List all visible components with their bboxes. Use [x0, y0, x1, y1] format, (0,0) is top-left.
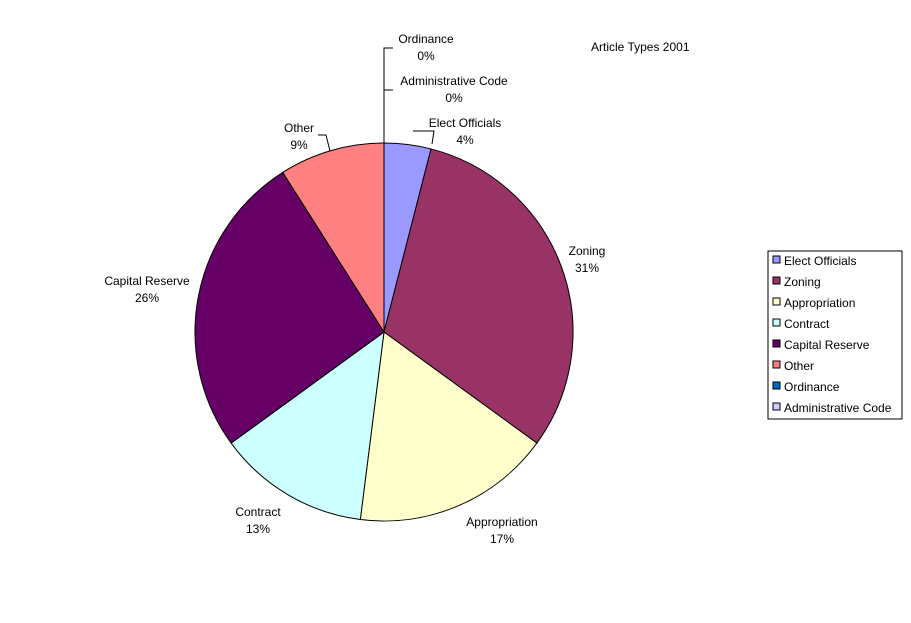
leader-line-administrative-code	[383, 89, 393, 143]
leader-lines	[318, 47, 435, 152]
data-label-name-ordinance: Ordinance	[398, 32, 454, 46]
legend-label-other: Other	[784, 359, 814, 373]
legend: Elect Officials Zoning Appropriation Contra…	[767, 250, 903, 420]
legend-label-ordinance: Ordinance	[784, 380, 840, 394]
data-label-name-capital-reserve: Capital Reserve	[104, 274, 190, 288]
leader-line-other	[318, 134, 331, 152]
data-labels: Elect Officials 4% Zoning 31% Appropriation 1…	[104, 32, 605, 546]
legend-label-zoning: Zoning	[784, 275, 821, 289]
legend-swatch-appropriation	[772, 297, 781, 306]
data-label-percent-ordinance: 0%	[417, 49, 435, 63]
data-label-percent-capital-reserve: 26%	[135, 291, 159, 305]
data-label-percent-administrative-code: 0%	[445, 91, 463, 105]
pie-slices	[194, 142, 574, 522]
data-label-percent-elect-officials: 4%	[456, 133, 474, 147]
leader-line-elect-officials	[413, 130, 435, 145]
slice-zoning	[383, 148, 574, 444]
legend-swatch-other	[772, 360, 781, 369]
data-label-name-contract: Contract	[235, 505, 281, 519]
data-label-name-other: Other	[284, 121, 314, 135]
data-label-name-appropriation: Appropriation	[466, 515, 537, 529]
legend-swatch-ordinance	[772, 381, 781, 390]
data-label-name-elect-officials: Elect Officials	[429, 116, 501, 130]
legend-label-elect-officials: Elect Officials	[784, 254, 856, 268]
data-label-name-administrative-code: Administrative Code	[400, 74, 508, 88]
slice-contract	[230, 330, 385, 521]
legend-label-appropriation: Appropriation	[784, 296, 855, 310]
legend-box	[767, 250, 903, 420]
legend-swatch-elect-officials	[772, 255, 781, 264]
legend-swatch-capital-reserve	[772, 339, 781, 348]
legend-label-contract: Contract	[784, 317, 830, 331]
data-label-percent-contract: 13%	[246, 522, 270, 536]
leader-line-ordinance	[383, 47, 393, 143]
legend-label-administrative-code: Administrative Code	[784, 401, 892, 415]
legend-swatch-zoning	[772, 276, 781, 285]
slice-appropriation	[359, 331, 538, 522]
legend-swatch-contract	[772, 318, 781, 327]
data-label-percent-other: 9%	[290, 138, 308, 152]
data-label-percent-appropriation: 17%	[490, 532, 514, 546]
slice-capital-reserve	[194, 171, 385, 444]
legend-label-capital-reserve: Capital Reserve	[784, 338, 870, 352]
data-label-name-zoning: Zoning	[569, 244, 606, 258]
slice-other	[282, 142, 385, 334]
chart-title: Article Types 2001	[591, 40, 690, 54]
data-label-percent-zoning: 31%	[575, 261, 599, 275]
legend-swatch-administrative-code	[772, 402, 781, 411]
